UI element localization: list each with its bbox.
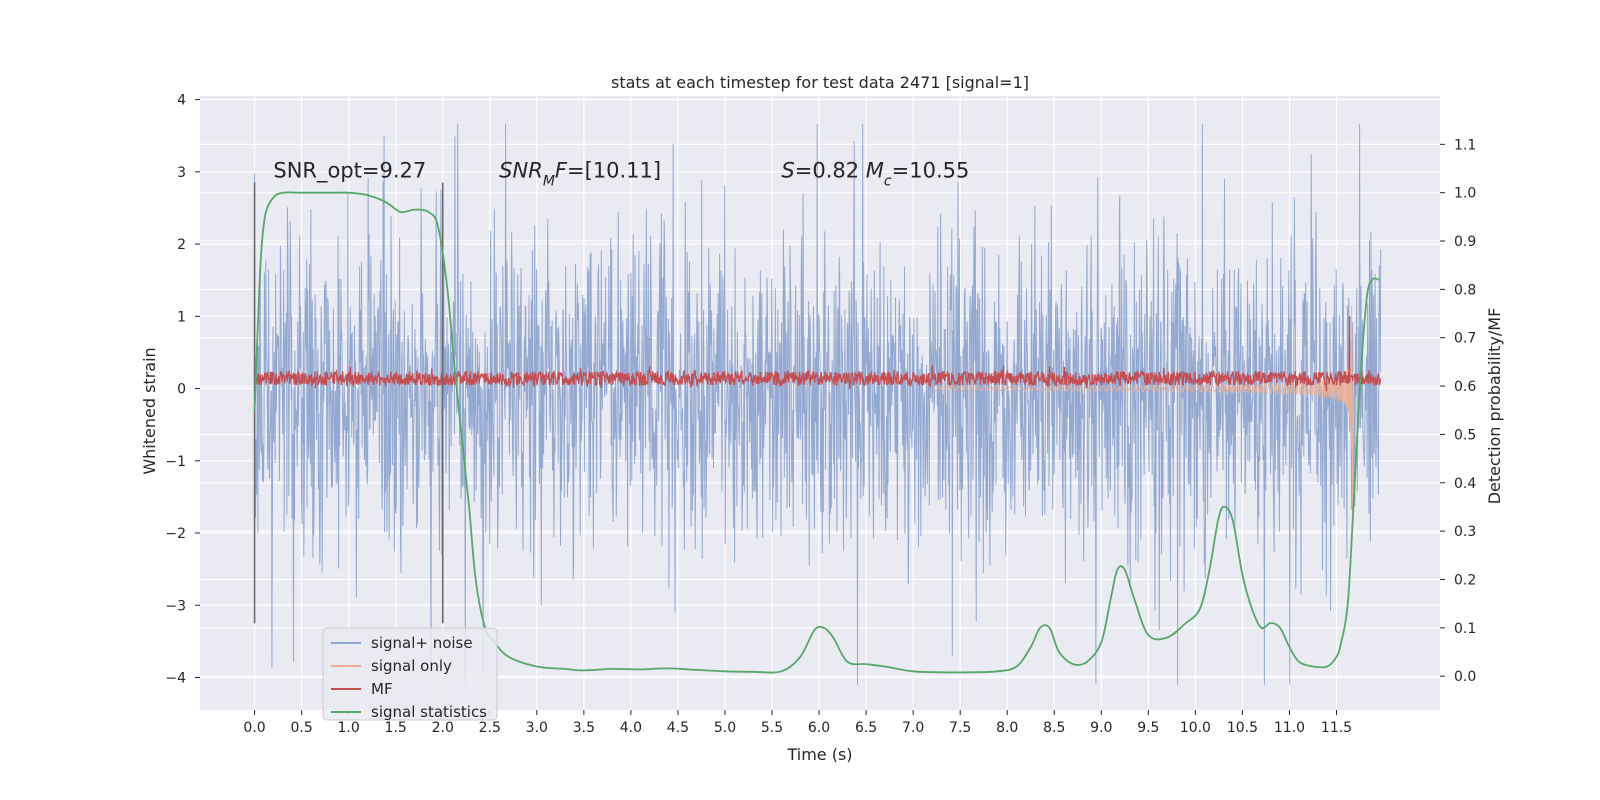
x-tick-label: 0.5 xyxy=(290,720,312,736)
x-tick-label: 7.5 xyxy=(949,720,971,736)
x-tick-label: 8.5 xyxy=(1043,720,1065,736)
x-tick-label: 2.0 xyxy=(432,720,454,736)
x-tick-label: 8.0 xyxy=(996,720,1018,736)
x-tick-label: 4.0 xyxy=(620,720,642,736)
y2-tick-label: 0.3 xyxy=(1454,524,1476,540)
x-tick-label: 0.0 xyxy=(243,720,265,736)
x-tick-label: 10.5 xyxy=(1227,720,1258,736)
x-tick-label: 5.0 xyxy=(714,720,736,736)
x-tick-label: 11.5 xyxy=(1321,720,1352,736)
y-tick-label: −3 xyxy=(165,598,186,614)
x-tick-label: 3.5 xyxy=(573,720,595,736)
x-tick-label: 6.0 xyxy=(808,720,830,736)
y2-tick-label: 1.0 xyxy=(1454,186,1476,202)
y-tick-label: 3 xyxy=(177,165,186,181)
y2-tick-label: 0.4 xyxy=(1454,476,1476,492)
series-signal-only xyxy=(931,305,1354,512)
y-tick-label: 0 xyxy=(177,382,186,398)
y2-tick-label: 0.9 xyxy=(1454,234,1476,250)
series-signal-statistics xyxy=(253,191,1380,674)
tick-labels: 0.0 0.5 1.0 1.5 2.0 2.5 3.0 3.5 4.0 4.5 5.0 5.5 6.0 6… xyxy=(165,93,1476,736)
data-layer xyxy=(253,124,1382,685)
legend-label: signal statistics xyxy=(371,703,487,721)
annotation-s-mc: S=0.82 Mc=10.55 xyxy=(781,159,969,190)
y-tick-label: −4 xyxy=(165,670,186,686)
y-axis-label: Whitened strain xyxy=(140,347,159,474)
y-tick-label: −1 xyxy=(165,454,186,470)
y-tick-label: 1 xyxy=(177,309,186,325)
x-tick-label: 9.0 xyxy=(1090,720,1112,736)
y2-tick-label: 0.7 xyxy=(1454,331,1476,347)
x-tick-label: 9.5 xyxy=(1137,720,1159,736)
y2-tick-label: 0.5 xyxy=(1454,427,1476,443)
y-tick-label: 2 xyxy=(177,237,186,253)
x-axis-label: Time (s) xyxy=(786,745,852,764)
x-tick-label: 11.0 xyxy=(1274,720,1305,736)
y2-tick-label: 0.6 xyxy=(1454,379,1476,395)
annotation-snr-opt: SNR_opt=9.27 xyxy=(273,159,426,184)
x-tick-label: 1.5 xyxy=(385,720,407,736)
y-tick-label: −2 xyxy=(165,526,186,542)
annotation-snr-mf: SNRMF=[10.11] xyxy=(499,159,661,190)
legend: signal+ noise signal only MF signal statist… xyxy=(322,627,498,721)
legend-label: signal+ noise xyxy=(371,634,473,652)
x-tick-label: 4.5 xyxy=(667,720,689,736)
y2-tick-label: 0.1 xyxy=(1454,621,1476,637)
chart-title: stats at each timestep for test data 247… xyxy=(611,73,1029,92)
y2-tick-label: 1.1 xyxy=(1454,137,1476,153)
legend-label: signal only xyxy=(371,657,452,675)
y2-tick-label: 0.8 xyxy=(1454,282,1476,298)
legend-label: MF xyxy=(371,680,393,698)
x-tick-label: 1.0 xyxy=(338,720,360,736)
x-tick-label: 5.5 xyxy=(761,720,783,736)
y2-tick-label: 0.0 xyxy=(1454,669,1476,685)
y2-axis-label: Detection probability/MF xyxy=(1485,308,1504,505)
x-tick-label: 7.0 xyxy=(902,720,924,736)
x-tick-label: 3.0 xyxy=(526,720,548,736)
y-tick-label: 4 xyxy=(177,93,186,109)
grid xyxy=(200,96,1440,710)
x-tick-label: 10.0 xyxy=(1180,720,1211,736)
legend-box xyxy=(322,627,498,721)
x-tick-label: 2.5 xyxy=(479,720,501,736)
y2-tick-label: 0.2 xyxy=(1454,572,1476,588)
x-tick-label: 6.5 xyxy=(855,720,877,736)
annotations: SNR_opt=9.27 SNRMF=[10.11] S=0.82 Mc=10.55 xyxy=(273,159,969,190)
